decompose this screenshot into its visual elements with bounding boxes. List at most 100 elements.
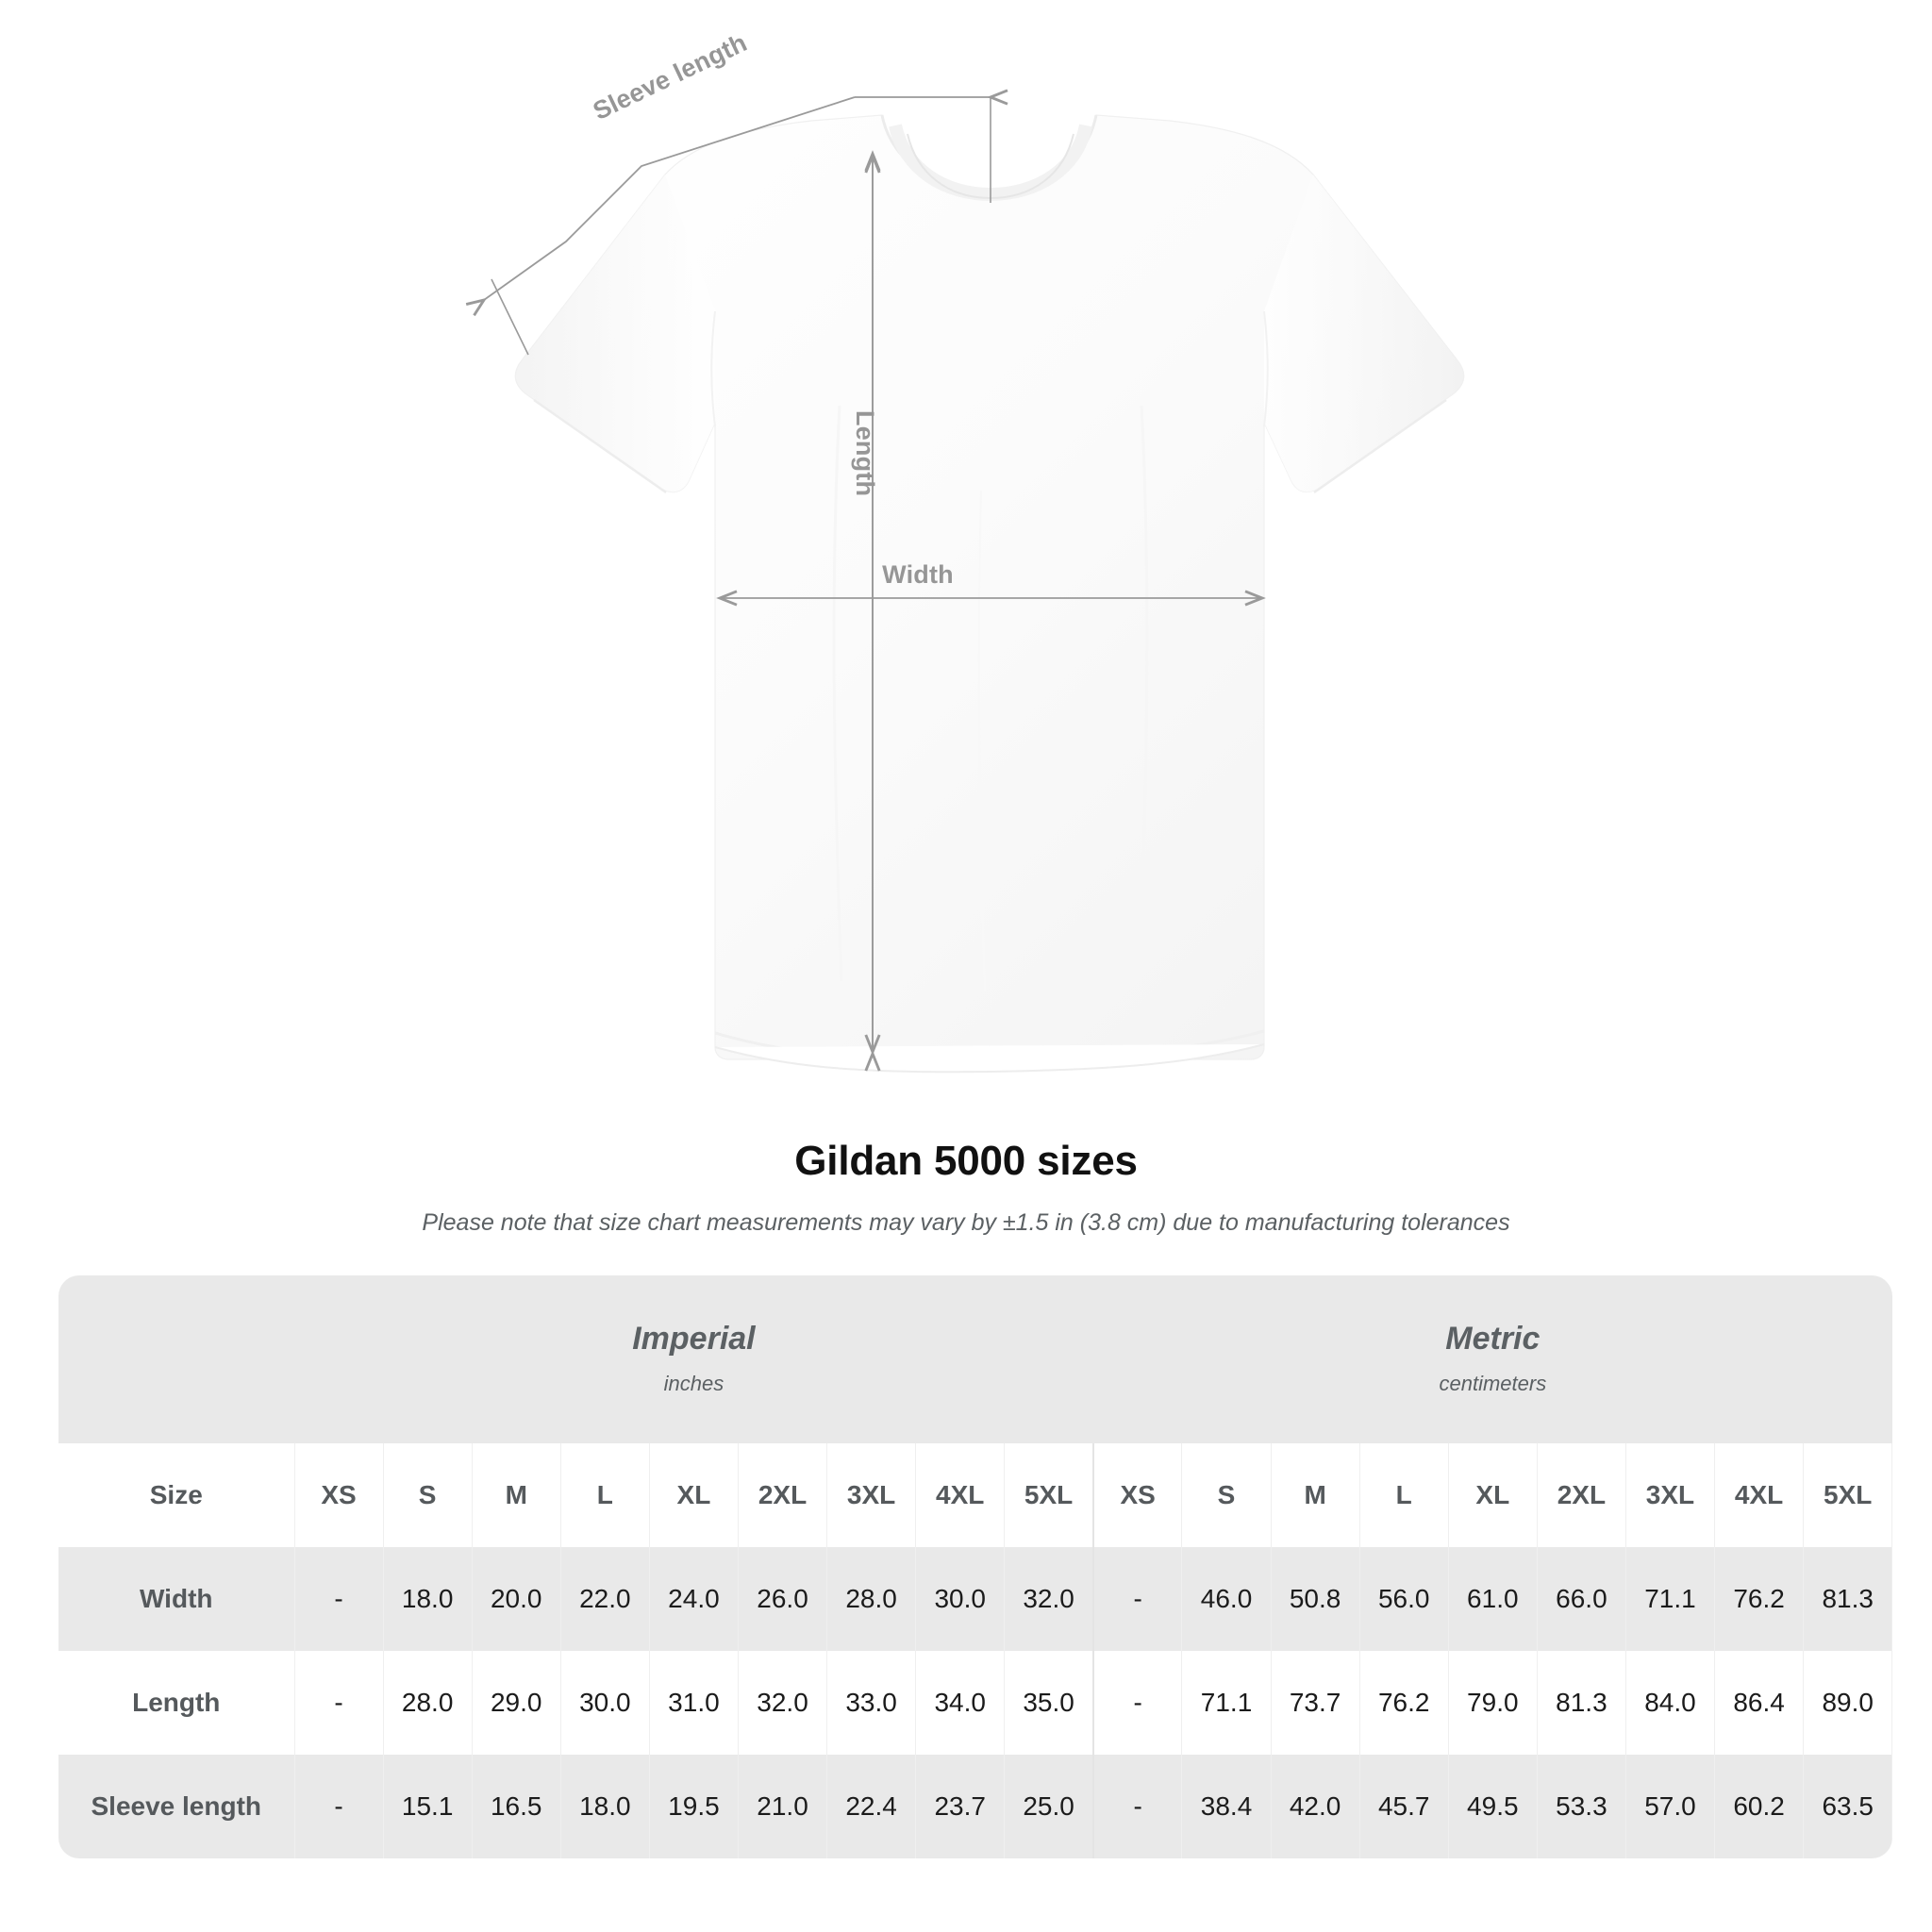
measurement-cell: 84.0 bbox=[1625, 1651, 1716, 1755]
measurement-cell: 30.0 bbox=[560, 1651, 650, 1755]
length-label: Length bbox=[851, 410, 879, 497]
size-header-cell: 4XL bbox=[915, 1443, 1006, 1547]
measurement-cell: 21.0 bbox=[738, 1755, 828, 1858]
size-header-cell: M bbox=[472, 1443, 561, 1547]
measurement-cell: 32.0 bbox=[738, 1651, 828, 1755]
unit-header-row: Imperial inches Metric centimeters bbox=[58, 1275, 1892, 1443]
measurement-cell: 81.3 bbox=[1537, 1651, 1626, 1755]
tshirt-diagram: Sleeve length Length Width bbox=[465, 28, 1465, 1074]
measurement-cell: 35.0 bbox=[1004, 1651, 1094, 1755]
measurement-cell: 28.0 bbox=[383, 1651, 473, 1755]
measurement-cell: 15.1 bbox=[383, 1755, 473, 1858]
size-header-cell: XL bbox=[649, 1443, 739, 1547]
size-header-cell: 2XL bbox=[738, 1443, 828, 1547]
measurement-cell: 22.0 bbox=[560, 1547, 650, 1651]
table-row: Sleeve length -15.1 16.5 18.0 19.5 21.0 22.4 23… bbox=[58, 1755, 1892, 1858]
unit-name: Imperial bbox=[632, 1321, 756, 1357]
measurement-cell: 60.2 bbox=[1714, 1755, 1805, 1858]
measurement-cell: - bbox=[1091, 1651, 1183, 1755]
measurement-cell: 56.0 bbox=[1359, 1547, 1449, 1651]
measurement-cell: 25.0 bbox=[1004, 1755, 1094, 1858]
size-header-cell: S bbox=[1181, 1443, 1272, 1547]
measurement-cell: 18.0 bbox=[383, 1547, 473, 1651]
measurement-cell: 86.4 bbox=[1714, 1651, 1805, 1755]
measurement-cell: 45.7 bbox=[1359, 1755, 1449, 1858]
measurement-cell: 71.1 bbox=[1181, 1651, 1272, 1755]
measurement-cell: 49.5 bbox=[1448, 1755, 1538, 1858]
title-block: Gildan 5000 sizes Please note that size … bbox=[0, 1138, 1932, 1237]
table-row: Width -18.0 20.0 22.0 24.0 26.0 28.0 30.0 32.0-4… bbox=[58, 1547, 1892, 1651]
measurement-cell: 50.8 bbox=[1271, 1547, 1360, 1651]
measurement-cell: 16.5 bbox=[472, 1755, 561, 1858]
size-chart-table-wrapper: Imperial inches Metric centimeters Size XS S M L… bbox=[58, 1275, 1892, 1858]
measurement-cell: 24.0 bbox=[649, 1547, 739, 1651]
measurement-cell: 63.5 bbox=[1803, 1755, 1892, 1858]
measurement-cell: - bbox=[1091, 1755, 1183, 1858]
measurement-cell: - bbox=[294, 1651, 384, 1755]
unit-header-spacer bbox=[58, 1275, 294, 1443]
measurement-cell: 66.0 bbox=[1537, 1547, 1626, 1651]
size-header-cell: 3XL bbox=[826, 1443, 917, 1547]
sleeve-length-dimension bbox=[465, 89, 1008, 356]
page-title: Gildan 5000 sizes bbox=[794, 1138, 1138, 1184]
measurement-cell: 34.0 bbox=[915, 1651, 1006, 1755]
measurement-cell: 22.4 bbox=[826, 1755, 917, 1858]
measurement-cell: 76.2 bbox=[1714, 1547, 1805, 1651]
row-label-sleeve-length: Sleeve length bbox=[58, 1755, 295, 1858]
measurement-cell: 38.4 bbox=[1181, 1755, 1272, 1858]
size-header-label: Size bbox=[58, 1443, 295, 1547]
size-header-cell: 4XL bbox=[1714, 1443, 1805, 1547]
row-label-length: Length bbox=[58, 1651, 295, 1755]
measurement-cell: 19.5 bbox=[649, 1755, 739, 1858]
measurement-cell: 73.7 bbox=[1271, 1651, 1360, 1755]
size-header-cell: 5XL bbox=[1803, 1443, 1892, 1547]
tshirt-shape bbox=[514, 114, 1465, 1074]
size-header-cell: 3XL bbox=[1625, 1443, 1716, 1547]
size-chart-table: Imperial inches Metric centimeters Size XS S M L… bbox=[58, 1275, 1892, 1858]
size-header-cell: M bbox=[1271, 1443, 1360, 1547]
size-header-cell: 2XL bbox=[1537, 1443, 1626, 1547]
measurement-cell: 89.0 bbox=[1803, 1651, 1892, 1755]
measurement-cell: 61.0 bbox=[1448, 1547, 1538, 1651]
measurement-cell: 28.0 bbox=[826, 1547, 917, 1651]
measurement-cell: 79.0 bbox=[1448, 1651, 1538, 1755]
measurement-cell: 81.3 bbox=[1803, 1547, 1892, 1651]
size-header-cell: 5XL bbox=[1004, 1443, 1094, 1547]
size-header-cell: L bbox=[1359, 1443, 1449, 1547]
size-header-cell: XS bbox=[294, 1443, 384, 1547]
measurement-cell: 26.0 bbox=[738, 1547, 828, 1651]
unit-sub: centimeters bbox=[1439, 1372, 1547, 1395]
table-row: Length -28.0 29.0 30.0 31.0 32.0 33.0 34.0 35.0-… bbox=[58, 1651, 1892, 1755]
measurement-cell: - bbox=[1091, 1547, 1183, 1651]
size-header-row: Size XS S M L XL 2XL 3XL 4XL 5XL XS S M L XL 2XL 3XL 4XL 5… bbox=[58, 1443, 1892, 1547]
measurement-cell: 30.0 bbox=[915, 1547, 1006, 1651]
measurement-cell: 31.0 bbox=[649, 1651, 739, 1755]
measurement-cell: 46.0 bbox=[1181, 1547, 1272, 1651]
page-subtitle: Please note that size chart measurements… bbox=[422, 1209, 1510, 1236]
measurement-cell: 18.0 bbox=[560, 1755, 650, 1858]
measurement-cell: 71.1 bbox=[1625, 1547, 1716, 1651]
unit-header-imperial: Imperial inches bbox=[294, 1275, 1093, 1443]
measurement-cell: 20.0 bbox=[472, 1547, 561, 1651]
measurement-cell: 53.3 bbox=[1537, 1755, 1626, 1858]
unit-header-metric: Metric centimeters bbox=[1092, 1275, 1892, 1443]
measurement-cell: 23.7 bbox=[915, 1755, 1006, 1858]
size-header-cell: L bbox=[560, 1443, 650, 1547]
width-label: Width bbox=[882, 560, 954, 589]
tshirt-illustration bbox=[465, 89, 1465, 1074]
unit-name: Metric bbox=[1445, 1321, 1541, 1357]
size-header-cell: XS bbox=[1091, 1443, 1183, 1547]
measurement-cell: - bbox=[294, 1755, 384, 1858]
measurement-cell: 57.0 bbox=[1625, 1755, 1716, 1858]
measurement-cell: 32.0 bbox=[1004, 1547, 1094, 1651]
measurement-cell: 42.0 bbox=[1271, 1755, 1360, 1858]
unit-sub: inches bbox=[663, 1372, 724, 1395]
size-header-cell: XL bbox=[1448, 1443, 1538, 1547]
measurement-cell: 29.0 bbox=[472, 1651, 561, 1755]
row-label-width: Width bbox=[58, 1547, 295, 1651]
size-header-cell: S bbox=[383, 1443, 473, 1547]
measurement-cell: 33.0 bbox=[826, 1651, 917, 1755]
measurement-cell: - bbox=[294, 1547, 384, 1651]
measurement-cell: 76.2 bbox=[1359, 1651, 1449, 1755]
